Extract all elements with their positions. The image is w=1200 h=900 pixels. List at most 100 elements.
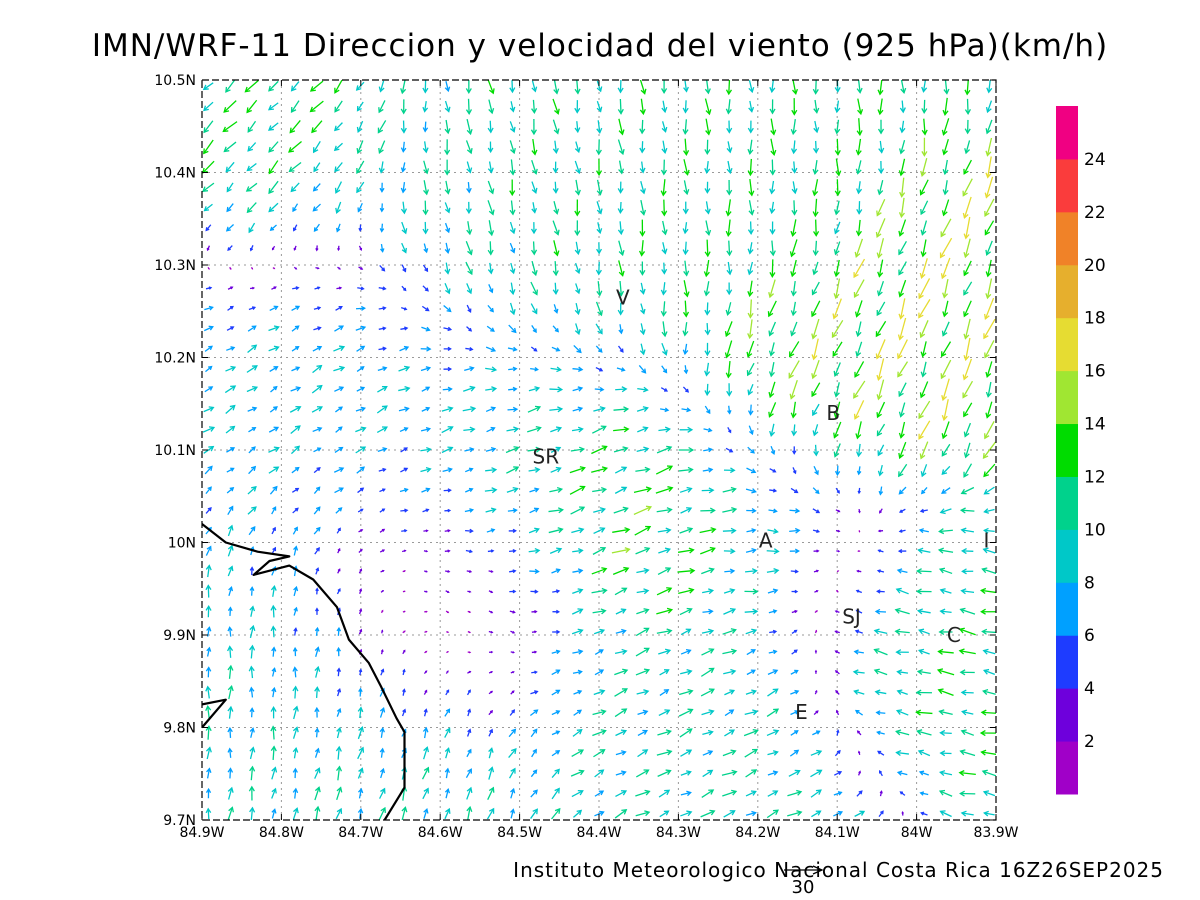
wind-vector [313, 447, 322, 453]
wind-vector [268, 345, 280, 352]
wind-vector [379, 747, 385, 758]
wind-vector [357, 487, 365, 494]
wind-vector [790, 219, 797, 238]
wind-vector [680, 790, 692, 797]
wind-vector [596, 100, 603, 113]
wind-vector [704, 323, 711, 336]
wind-vector [488, 220, 495, 237]
wind-vector [985, 361, 993, 379]
wind-vector [271, 245, 276, 251]
wind-vector [962, 380, 974, 399]
wind-vector [658, 709, 671, 717]
wind-vector [593, 749, 606, 758]
wind-vector [941, 341, 952, 358]
wind-vector [291, 346, 300, 352]
wind-vector [661, 199, 668, 217]
wind-vector [812, 80, 819, 95]
wind-vector [898, 279, 907, 298]
wind-vector [292, 767, 298, 779]
wind-vector [834, 465, 841, 477]
colorbar-swatch [1056, 211, 1078, 266]
wind-vector [769, 629, 778, 634]
wind-vector [833, 221, 841, 235]
wind-vector [292, 507, 299, 514]
wind-vector [311, 120, 323, 134]
wind-vector [962, 358, 973, 381]
wind-vector [334, 487, 344, 494]
wind-vector [249, 765, 256, 781]
wind-vector [617, 139, 625, 156]
wind-vector [938, 628, 953, 636]
wind-vector [549, 406, 564, 413]
wind-vector [791, 161, 798, 174]
wind-vector [271, 506, 277, 515]
wind-vector [488, 610, 494, 614]
wind-vector [530, 690, 539, 695]
wind-vector [530, 728, 538, 738]
wind-vector [571, 608, 584, 615]
wind-vector [551, 807, 561, 820]
wind-vector [790, 569, 799, 574]
wind-vector [766, 729, 780, 737]
wind-vector [682, 119, 689, 135]
wind-vector [916, 729, 932, 736]
wind-vector [835, 509, 841, 513]
wind-vector [726, 282, 733, 296]
wind-vector [531, 670, 538, 675]
wind-vector [528, 527, 540, 534]
wind-vector [593, 406, 606, 413]
wind-vector [509, 121, 516, 133]
wind-vector [205, 725, 212, 740]
wind-vector [679, 527, 694, 534]
wind-vector [682, 222, 689, 235]
wind-vector [939, 508, 952, 515]
wind-vector [444, 81, 451, 93]
wind-vector [682, 343, 689, 356]
wind-vector [813, 99, 820, 114]
wind-vector [378, 806, 386, 820]
wind-vector [726, 160, 733, 175]
wind-vector [770, 138, 777, 156]
wind-vector [834, 630, 840, 634]
wind-vector [683, 80, 689, 93]
wind-vector [290, 100, 300, 114]
wind-vector [486, 528, 496, 533]
wind-vector [336, 286, 343, 290]
wind-vector [612, 527, 631, 534]
wind-vector [487, 200, 495, 216]
wind-vector [333, 345, 346, 352]
wind-vector [357, 767, 364, 779]
wind-vector [595, 323, 603, 335]
wind-vector [855, 341, 863, 358]
wind-vector [530, 303, 538, 315]
wind-vector [658, 648, 672, 655]
wind-vector [723, 467, 736, 474]
wind-vector [270, 725, 277, 740]
wind-vector [249, 727, 255, 738]
wind-vector [446, 651, 450, 654]
wind-vector [937, 648, 954, 655]
wind-vector [248, 665, 255, 679]
wind-vector [633, 486, 652, 493]
wind-vector [704, 383, 711, 397]
wind-vector [810, 789, 822, 798]
wind-vector [833, 421, 842, 439]
colorbar-swatch [1056, 423, 1078, 477]
wind-vector [202, 82, 214, 91]
wind-vector [814, 590, 819, 593]
wind-vector [484, 487, 498, 494]
wind-vector [249, 644, 256, 659]
wind-vector [401, 285, 407, 292]
wind-vector [226, 182, 234, 193]
wind-vector [682, 300, 690, 318]
wind-vector [529, 568, 540, 575]
wind-vector [380, 668, 385, 676]
wind-vector [835, 529, 841, 533]
wind-vector [379, 488, 386, 493]
wind-vector [918, 420, 931, 440]
wind-vector [920, 220, 928, 236]
wind-vector [876, 423, 886, 437]
wind-vector [336, 223, 341, 233]
wind-vector [835, 709, 840, 716]
wind-vector [659, 407, 670, 413]
